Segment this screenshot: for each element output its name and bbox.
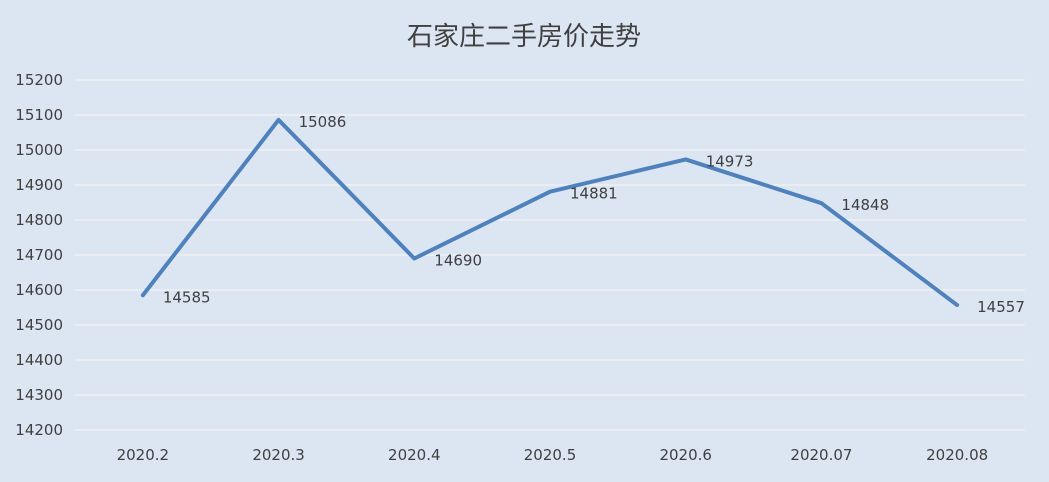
y-tick-label: 14800 bbox=[15, 211, 63, 229]
y-tick-label: 14700 bbox=[15, 246, 63, 264]
x-axis-ticks: 2020.2 2020.3 2020.4 2020.5 2020.6 2020.07 202… bbox=[117, 446, 989, 464]
y-tick-label: 15100 bbox=[15, 106, 63, 124]
x-tick-label: 2020.5 bbox=[524, 446, 577, 464]
data-label: 14690 bbox=[434, 252, 482, 270]
x-tick-label: 2020.08 bbox=[926, 446, 988, 464]
x-tick-label: 2020.07 bbox=[790, 446, 852, 464]
x-tick-label: 2020.3 bbox=[252, 446, 305, 464]
series-layer bbox=[140, 117, 960, 308]
y-tick-label: 14400 bbox=[15, 351, 63, 369]
y-tick-label: 14300 bbox=[15, 386, 63, 404]
data-label: 14973 bbox=[706, 152, 754, 170]
x-tick-label: 2020.6 bbox=[659, 446, 712, 464]
y-tick-label: 14200 bbox=[15, 421, 63, 439]
y-tick-label: 15000 bbox=[15, 141, 63, 159]
chart-title: 石家庄二手房价走势 bbox=[407, 22, 641, 52]
y-tick-label: 15200 bbox=[15, 71, 63, 89]
data-labels: 14585 15086 14690 14881 14973 14848 14557 bbox=[163, 113, 1025, 316]
data-label: 14848 bbox=[841, 196, 889, 214]
y-tick-label: 14900 bbox=[15, 176, 63, 194]
x-tick-label: 2020.2 bbox=[117, 446, 170, 464]
gridlines bbox=[75, 79, 1025, 431]
data-label: 14585 bbox=[163, 288, 211, 306]
x-tick-label: 2020.4 bbox=[388, 446, 441, 464]
series-line bbox=[140, 117, 960, 308]
y-tick-label: 14600 bbox=[15, 281, 63, 299]
data-label: 14881 bbox=[570, 185, 618, 203]
data-label: 15086 bbox=[299, 113, 347, 131]
y-tick-label: 14500 bbox=[15, 316, 63, 334]
data-label: 14557 bbox=[977, 298, 1025, 316]
y-axis-ticks: 14200 14300 14400 14500 14600 14700 14800 14900… bbox=[15, 71, 63, 439]
